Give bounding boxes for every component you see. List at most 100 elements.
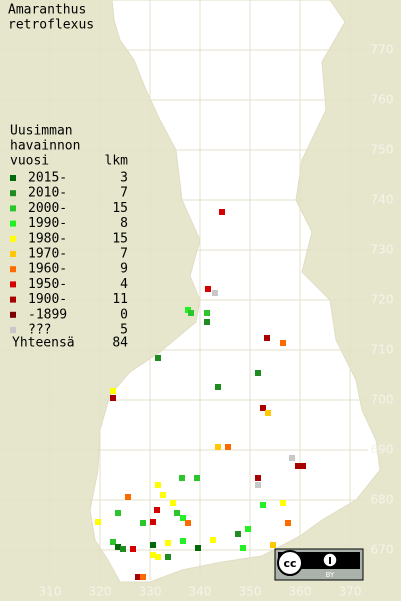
observation bbox=[212, 290, 218, 296]
x-tick-label: 370 bbox=[339, 585, 362, 599]
observation bbox=[140, 520, 146, 526]
observation bbox=[160, 492, 166, 498]
observation bbox=[130, 546, 136, 552]
legend-label: 1980- bbox=[28, 231, 67, 246]
observation bbox=[289, 455, 295, 461]
observation bbox=[188, 310, 194, 316]
observation bbox=[150, 552, 156, 558]
observation bbox=[264, 335, 270, 341]
legend-label: 2015- bbox=[28, 171, 67, 186]
observation bbox=[155, 554, 161, 560]
title: retroflexus bbox=[8, 18, 94, 33]
observation bbox=[210, 537, 216, 543]
observation bbox=[215, 384, 221, 390]
observation bbox=[185, 520, 191, 526]
legend-swatch bbox=[10, 281, 16, 288]
observation bbox=[260, 502, 266, 508]
observation bbox=[155, 482, 161, 488]
total: 84 bbox=[112, 336, 128, 351]
observation bbox=[255, 475, 261, 481]
x-tick-label: 350 bbox=[239, 585, 262, 599]
legend-header: vuosi bbox=[10, 154, 49, 169]
observation bbox=[204, 319, 210, 325]
legend-header: havainnon bbox=[10, 139, 80, 154]
legend-swatch bbox=[10, 251, 16, 257]
observation bbox=[265, 410, 271, 416]
observation bbox=[219, 209, 225, 215]
y-tick-label: 750 bbox=[371, 143, 394, 157]
legend-count: 3 bbox=[120, 171, 128, 186]
legend-label: 2010- bbox=[28, 186, 67, 201]
legend-count: 15 bbox=[112, 201, 128, 216]
observation bbox=[180, 515, 186, 521]
observation bbox=[300, 463, 306, 469]
y-tick-label: 760 bbox=[371, 93, 394, 107]
legend-count: 15 bbox=[112, 231, 128, 246]
observation bbox=[295, 463, 301, 469]
observation bbox=[165, 540, 171, 546]
legend-label: 1970- bbox=[28, 247, 67, 262]
legend-label: 1900- bbox=[28, 292, 67, 307]
observation bbox=[174, 510, 180, 516]
x-tick-label: 310 bbox=[39, 585, 62, 599]
legend-label: 2000- bbox=[28, 201, 67, 216]
observation bbox=[155, 355, 161, 361]
observation bbox=[180, 538, 186, 544]
legend-swatch bbox=[10, 327, 16, 333]
legend-swatch bbox=[10, 175, 16, 181]
legend-header: Uusimman bbox=[10, 124, 73, 139]
y-tick-label: 730 bbox=[371, 243, 394, 257]
legend-label: 1990- bbox=[28, 216, 67, 231]
observation bbox=[115, 544, 121, 550]
license-text: BY bbox=[326, 571, 335, 579]
x-tick-label: 330 bbox=[139, 585, 162, 599]
observation bbox=[140, 574, 146, 580]
legend-label: ??? bbox=[28, 323, 51, 338]
observation bbox=[165, 554, 171, 560]
legend-swatch bbox=[10, 220, 16, 227]
observation bbox=[215, 444, 221, 450]
observation bbox=[120, 546, 126, 552]
x-tick-label: 320 bbox=[89, 585, 112, 599]
observation bbox=[225, 444, 231, 450]
license-badge: cc BY bbox=[274, 548, 364, 581]
legend-label: 1960- bbox=[28, 262, 67, 277]
legend-count: 9 bbox=[120, 262, 128, 277]
observation bbox=[115, 510, 121, 516]
legend-swatch bbox=[10, 205, 16, 212]
legend-swatch bbox=[10, 235, 16, 242]
title: Amaranthus bbox=[8, 3, 86, 18]
observation bbox=[150, 542, 156, 548]
legend-count: 7 bbox=[120, 186, 128, 201]
legend-count: 0 bbox=[120, 307, 128, 322]
observation bbox=[240, 545, 246, 551]
observation bbox=[110, 395, 116, 401]
legend-swatch bbox=[10, 296, 16, 303]
observation bbox=[170, 500, 176, 506]
observation bbox=[110, 539, 116, 545]
observation bbox=[255, 482, 261, 488]
y-tick-label: 670 bbox=[371, 543, 394, 557]
legend-label: 1950- bbox=[28, 277, 67, 292]
legend-header: lkm bbox=[105, 154, 129, 169]
observation bbox=[95, 519, 101, 525]
observation bbox=[245, 526, 251, 532]
observation bbox=[179, 475, 185, 481]
observation bbox=[194, 475, 200, 481]
observation bbox=[280, 340, 286, 346]
observation bbox=[285, 520, 291, 526]
total-label: Yhteensä bbox=[12, 336, 75, 351]
legend-swatch bbox=[10, 311, 16, 318]
y-tick-label: 680 bbox=[371, 493, 394, 507]
legend-count: 11 bbox=[112, 292, 128, 307]
legend-label: -1899 bbox=[28, 307, 67, 322]
legend-count: 8 bbox=[120, 216, 128, 231]
y-tick-label: 770 bbox=[371, 43, 394, 57]
observation bbox=[204, 310, 210, 316]
svg-text:cc: cc bbox=[283, 557, 296, 570]
observation bbox=[135, 574, 141, 580]
observation bbox=[110, 388, 116, 394]
y-tick-label: 690 bbox=[371, 443, 394, 457]
